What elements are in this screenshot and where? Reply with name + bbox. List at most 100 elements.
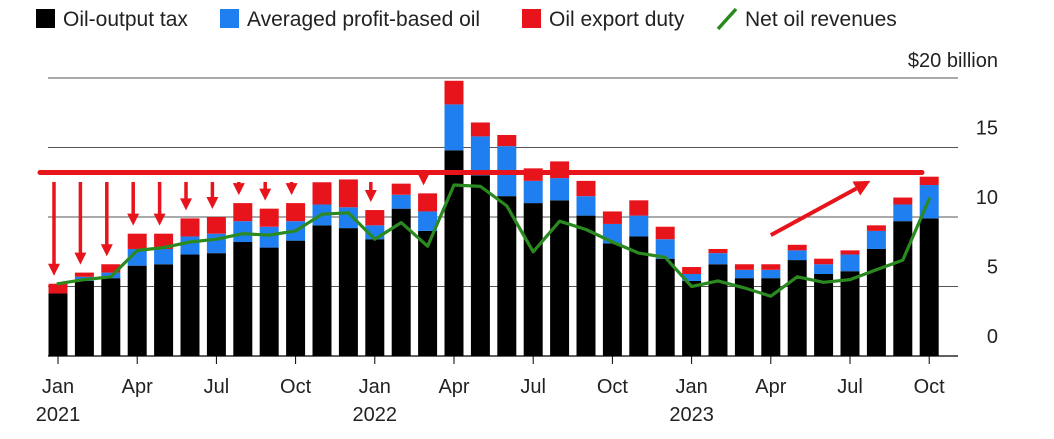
bar-segment [444, 104, 464, 151]
bar-segment [154, 248, 174, 265]
x-tick-label: Oct [914, 376, 946, 398]
bar-segment [74, 280, 94, 356]
y-tick-label: 0 [987, 326, 998, 348]
annotation-down-arrow-head [206, 197, 219, 209]
legend-swatch [36, 9, 55, 28]
bar-segment [206, 253, 226, 356]
bar-segment [418, 193, 438, 212]
bar-segment [338, 228, 358, 356]
x-tick-label: Jul [520, 376, 546, 398]
x-tick-label: Jan [359, 376, 391, 398]
bar-segment [708, 248, 728, 254]
bar-segment [787, 260, 807, 356]
bar-segment [866, 230, 886, 249]
x-tick-label: Jul [204, 376, 230, 398]
bar-segment [127, 265, 147, 356]
bar-segment [233, 203, 253, 222]
x-year-label: 2021 [36, 404, 81, 426]
x-tick-label: Jan [675, 376, 707, 398]
bar-segment [391, 208, 411, 356]
bar-segment [338, 179, 358, 208]
bar-segment [682, 273, 702, 281]
bar-segment [734, 264, 754, 270]
bar-segment [48, 283, 68, 294]
bar-segment [286, 203, 306, 222]
bar-segment [74, 272, 94, 277]
bar-segment [418, 211, 438, 231]
bar-segment [127, 233, 147, 249]
bar-segment [655, 258, 675, 356]
bar-segment [101, 278, 121, 356]
x-tick-label: Jul [837, 376, 863, 398]
legend-swatch [522, 9, 541, 28]
x-tick-label: Oct [597, 376, 629, 398]
bar-segment [470, 122, 490, 137]
legend-label: Net oil revenues [745, 8, 897, 31]
bar-segment [497, 134, 517, 147]
x-tick-label: Oct [280, 376, 312, 398]
bar-segment [418, 230, 438, 356]
bar-segment [259, 226, 279, 248]
y-axis: $20 billion 0 5 10 15 [908, 50, 998, 348]
bar-segment [48, 293, 68, 356]
bar-segment [866, 225, 886, 231]
x-year-label: 2023 [669, 404, 714, 426]
bar-segment [893, 204, 913, 222]
annotation-down-arrow-head [127, 213, 140, 226]
bar-segment [629, 236, 649, 356]
bar-segment [629, 215, 649, 237]
bar-segment [708, 253, 728, 265]
bar-segment [497, 196, 517, 356]
x-tick-label: Apr [122, 376, 153, 398]
bar-segment [602, 211, 622, 224]
bar-segment [840, 271, 860, 356]
bar-segment [787, 244, 807, 251]
legend-swatch [220, 9, 239, 28]
bar-segment [761, 269, 781, 279]
x-tick-label: Apr [438, 376, 469, 398]
bar-segment [312, 182, 332, 205]
annotation-down-arrow-head [100, 244, 113, 257]
bar-segment [840, 254, 860, 272]
x-tick-label: Jan [42, 376, 74, 398]
bar-segment [866, 248, 886, 356]
bar-segment [365, 210, 385, 226]
x-tick-label: Apr [755, 376, 786, 398]
bar-segment [655, 239, 675, 259]
y-tick-label: 10 [976, 187, 998, 209]
bar-segment [919, 218, 939, 356]
bar-segment [180, 254, 200, 356]
annotation-up-arrow-shaft [769, 186, 858, 237]
legend: Oil-output tax Averaged profit-based oil O… [36, 7, 897, 31]
annotation-down-arrow-head [364, 190, 377, 203]
y-tick-label: 15 [976, 118, 998, 140]
bar-segment [101, 264, 121, 273]
bar-segment [444, 150, 464, 356]
bar-segment [470, 175, 490, 356]
bar-segment [180, 236, 200, 255]
annotation-down-arrow-head [417, 173, 430, 186]
bar-segment [814, 264, 834, 274]
annotation-down-arrow-head [285, 183, 298, 196]
bar-segment [206, 217, 226, 234]
bar-segment [814, 258, 834, 265]
y-tick-label: 5 [987, 257, 998, 279]
bar-segment [180, 218, 200, 237]
legend-label: Oil export duty [549, 8, 685, 31]
annotation-down-arrow-head [259, 188, 272, 201]
bars [48, 80, 939, 356]
bar-segment [814, 273, 834, 356]
bar-segment [893, 221, 913, 356]
annotation-up-arrow-head [852, 180, 871, 196]
bar-segment [391, 183, 411, 195]
legend-label: Averaged profit-based oil [247, 8, 480, 31]
bar-segment [787, 250, 807, 261]
bar-segment [629, 200, 649, 216]
bar-segment [391, 194, 411, 209]
bar-segment [470, 136, 490, 176]
bar-segment [233, 242, 253, 356]
x-year-label: 2022 [353, 404, 398, 426]
bar-segment [840, 250, 860, 255]
bar-segment [154, 264, 174, 356]
annotation-down-arrow-head [232, 183, 245, 196]
